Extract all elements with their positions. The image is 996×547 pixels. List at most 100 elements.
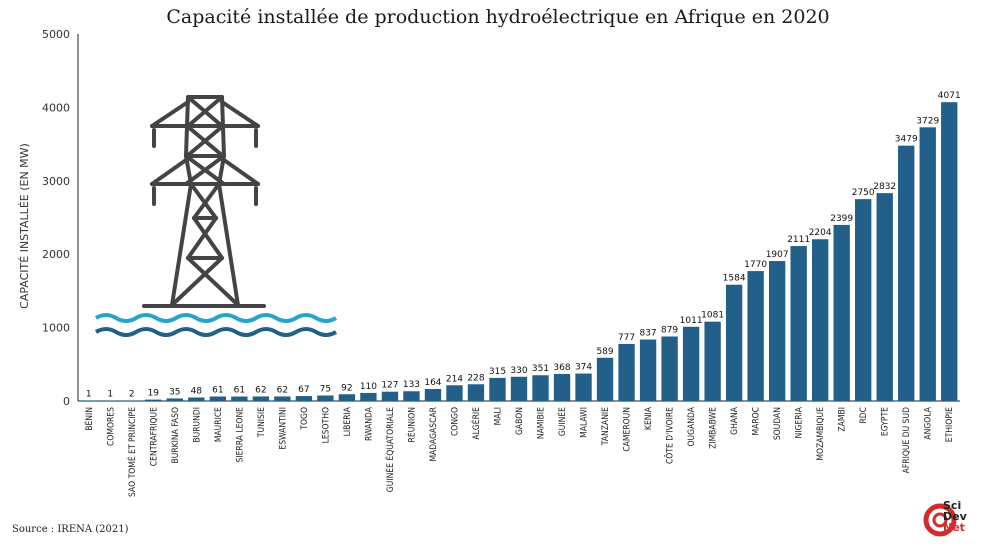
bar xyxy=(725,284,743,401)
data-label: 214 xyxy=(446,374,463,384)
bar xyxy=(596,357,614,401)
bar xyxy=(532,375,549,401)
bar xyxy=(424,388,442,401)
bar xyxy=(446,385,463,401)
data-label: 2 xyxy=(129,389,135,399)
bar xyxy=(812,239,829,401)
bar xyxy=(747,271,764,401)
bar xyxy=(467,384,485,401)
data-label: 1 xyxy=(86,389,92,399)
data-label: 61 xyxy=(212,386,223,396)
data-label: 3479 xyxy=(895,135,918,145)
logo-line-3: Net xyxy=(943,521,965,534)
x-tick-label: MOZAMBIQUE xyxy=(816,407,826,461)
x-tick-label: KENIA xyxy=(644,406,654,430)
y-tick-label: 5000 xyxy=(42,28,70,41)
x-tick-label: ESWANTINI xyxy=(278,407,288,450)
data-label: 2399 xyxy=(830,214,853,224)
x-tick-label: SAO TOMÉ ET PRINCIPE xyxy=(126,407,138,497)
power-pylon-over-water-icon xyxy=(94,95,338,337)
x-tick-label: BURUNDI xyxy=(192,407,202,443)
bar xyxy=(768,261,786,401)
x-tick-label: GHANA xyxy=(730,406,740,435)
data-label: 1907 xyxy=(766,250,789,260)
bar xyxy=(209,396,226,401)
x-tick-label: LIBERIA xyxy=(343,406,353,436)
bar xyxy=(553,373,571,401)
data-label: 164 xyxy=(424,378,441,388)
x-tick-label: ZAMBI xyxy=(838,407,848,432)
y-tick-label: 0 xyxy=(63,395,70,408)
data-label: 351 xyxy=(532,364,549,374)
data-label: 62 xyxy=(277,385,288,395)
x-tick-label: BÉNIN xyxy=(83,407,95,431)
bar xyxy=(123,400,140,401)
category-labels: BÉNIN COMORES SAO TOMÉ ET PRINCIPE CENTRAFR… xyxy=(83,406,955,497)
bar xyxy=(381,391,399,401)
bar xyxy=(338,394,356,401)
x-tick-label: RWANDA xyxy=(364,406,374,441)
data-label: 48 xyxy=(191,386,203,396)
data-label: 374 xyxy=(575,363,592,373)
bar xyxy=(682,326,700,401)
bar xyxy=(252,396,270,401)
data-label: 1770 xyxy=(744,260,767,270)
data-label: 67 xyxy=(298,385,309,395)
data-label: 62 xyxy=(255,385,266,395)
data-label: 133 xyxy=(403,380,420,390)
bar xyxy=(188,397,205,401)
x-tick-label: NAMIBIE xyxy=(537,407,547,439)
data-label: 330 xyxy=(510,366,527,376)
bar xyxy=(80,400,97,401)
data-label: 61 xyxy=(234,386,245,396)
bar xyxy=(704,321,721,401)
data-label: 92 xyxy=(341,383,352,393)
bar xyxy=(360,392,377,401)
data-label: 315 xyxy=(489,367,506,377)
bar xyxy=(274,396,291,401)
x-tick-label: ETHIOPIE xyxy=(945,407,955,442)
data-label: 127 xyxy=(381,381,398,391)
x-tick-label: RÉUNION xyxy=(405,407,417,442)
bar xyxy=(639,339,657,401)
data-label: 75 xyxy=(320,385,331,395)
x-tick-label: SIERRA LEONE xyxy=(235,407,245,463)
bar xyxy=(941,102,958,401)
bar xyxy=(790,246,807,401)
x-tick-label: LESOTHO xyxy=(321,407,331,443)
bar xyxy=(575,373,592,401)
value-labels: 1 1 2 19 35 48 61 61 62 62 67 75 92 110 127 133 164 214 22… xyxy=(86,91,961,399)
data-label: 879 xyxy=(661,325,678,335)
x-tick-label: TANZANIE xyxy=(601,407,611,446)
x-tick-label: GABON xyxy=(515,407,525,435)
x-tick-label: GUINÉE xyxy=(556,407,568,436)
x-tick-label: AFRIQUE DU SUD xyxy=(902,407,912,473)
chart-title: Capacité installée de production hydroél… xyxy=(166,6,830,28)
x-tick-label: CAMEROUN xyxy=(623,407,633,452)
data-label: 3729 xyxy=(916,116,939,126)
x-tick-label: TOGO xyxy=(300,407,310,431)
data-label: 228 xyxy=(467,373,484,383)
data-label: 2204 xyxy=(809,228,832,238)
bar xyxy=(102,400,119,401)
x-tick-label: MADAGASCAR xyxy=(429,406,439,461)
bar xyxy=(166,398,183,401)
y-tick-label: 2000 xyxy=(42,248,70,261)
data-label: 589 xyxy=(596,347,613,357)
x-tick-label: RDC xyxy=(859,407,869,424)
x-tick-label: TUNISIE xyxy=(257,407,267,438)
data-label: 19 xyxy=(148,389,160,399)
bar xyxy=(403,391,420,401)
x-tick-label: EGYPTE xyxy=(881,407,891,436)
x-tick-label: ALGÉRIE xyxy=(470,407,482,440)
x-tick-label: NIGERIA xyxy=(795,406,805,438)
bar xyxy=(919,127,936,401)
bars xyxy=(80,102,958,401)
x-tick-label: GUINÉE ÉQUATORIALE xyxy=(384,407,396,492)
x-tick-label: ANGOLA xyxy=(924,406,934,439)
scidevnet-logo[interactable]: Sci Dev Net xyxy=(922,498,988,540)
bar xyxy=(898,145,915,401)
x-tick-label: BURKINA FASO xyxy=(171,407,181,464)
data-label: 110 xyxy=(360,382,377,392)
bar xyxy=(489,377,506,401)
